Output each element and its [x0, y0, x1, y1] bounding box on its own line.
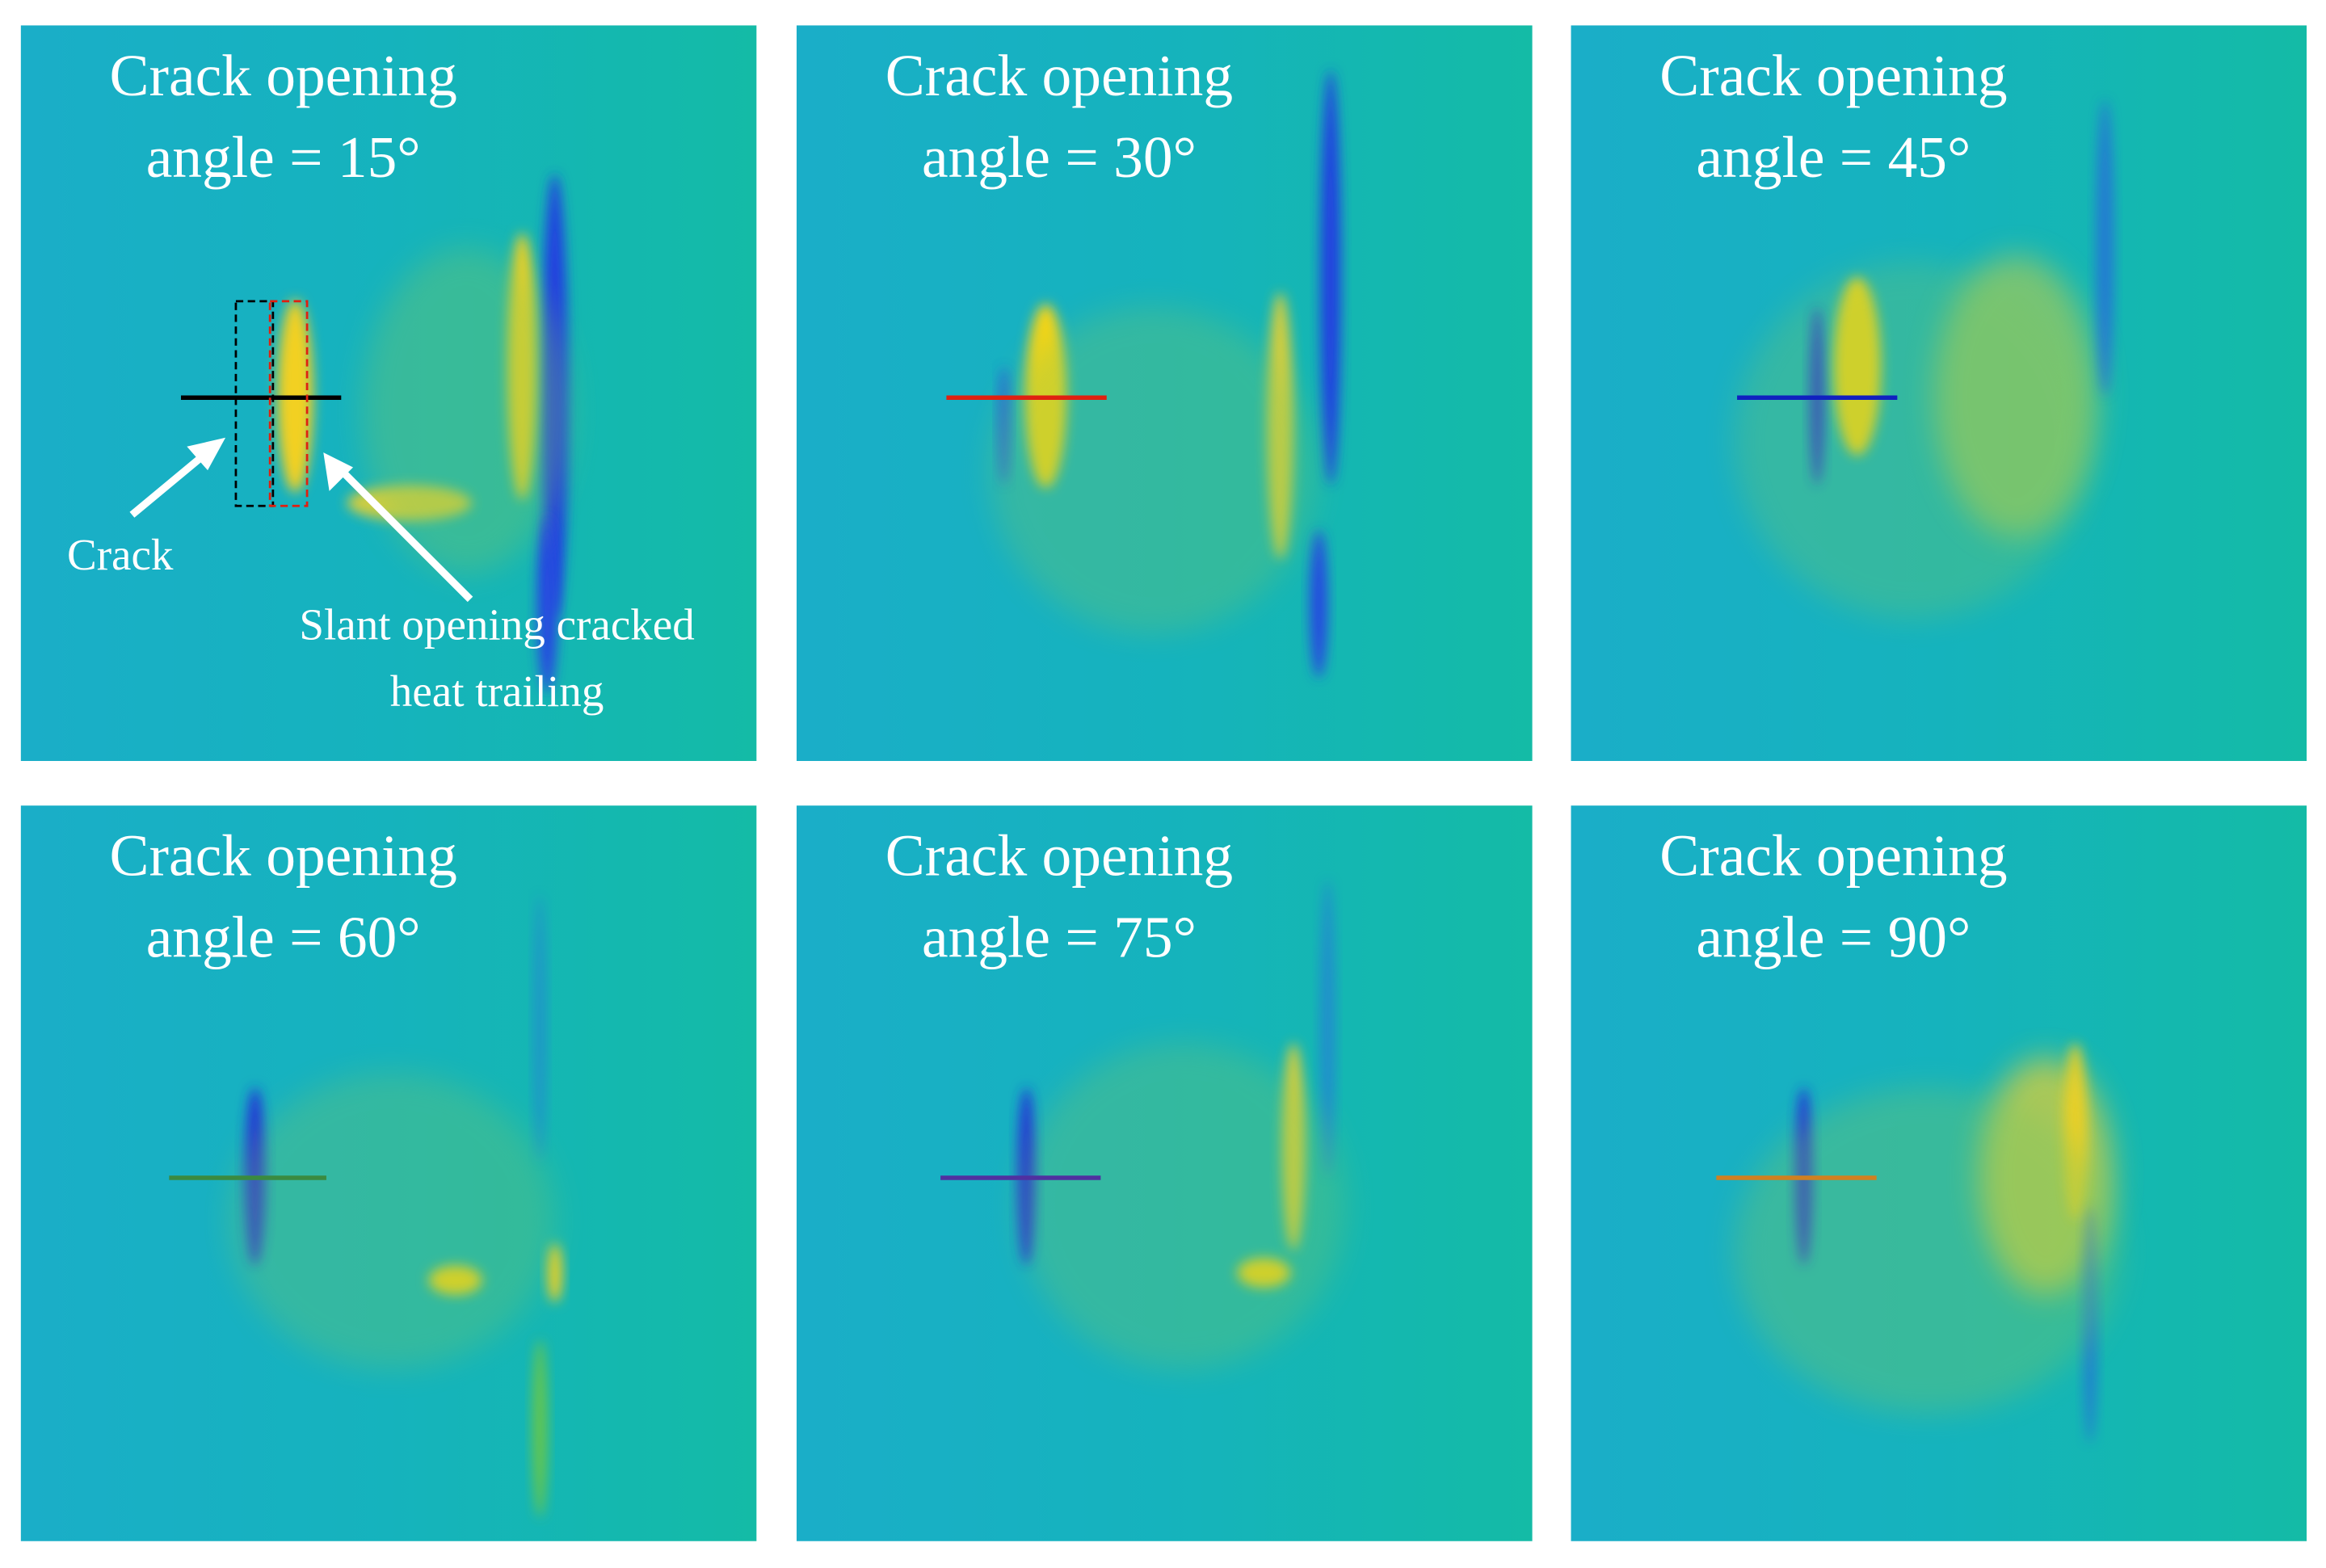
panel-title: Crack opening [1659, 823, 2007, 889]
trail-box [268, 300, 309, 507]
panel: Crack opening angle = 15° Crack Slant openi… [20, 25, 757, 762]
thermal-feature [547, 1242, 562, 1303]
thermal-feature [2096, 99, 2114, 397]
panel-title: Crack opening [885, 823, 1233, 889]
thermal-feature [989, 307, 1316, 634]
arrow [335, 465, 473, 603]
arrow-head [323, 452, 353, 491]
thermal-feature [1734, 263, 2091, 619]
arrow [129, 446, 213, 518]
thermal-feature [1310, 529, 1328, 679]
thermal-feature [1320, 879, 1335, 1177]
annotation: Slant opening cracked [299, 599, 694, 649]
crack-box [234, 300, 275, 507]
panel-title: angle = 15° [146, 124, 421, 190]
panel-title: Crack opening [110, 43, 457, 108]
thermal-feature [536, 515, 558, 693]
panel: Crack opening angle = 60° [20, 805, 757, 1541]
panel-title: Crack opening [110, 823, 457, 889]
panel-title: angle = 30° [922, 124, 1197, 190]
thermal-feature [1320, 69, 1341, 486]
panel: Crack opening angle = 75° [796, 805, 1533, 1541]
panel: Crack opening angle = 30° [796, 25, 1533, 762]
thermal-feature [362, 247, 570, 574]
thermal-feature [533, 894, 546, 1162]
panel-title: angle = 60° [146, 905, 421, 970]
panel-title: Crack opening [885, 43, 1233, 108]
arrow-head [187, 437, 226, 471]
panel-title: Crack opening [1659, 43, 2007, 108]
annotation: heat trailing [390, 666, 604, 716]
panel: Crack opening angle = 45° [1571, 25, 2307, 762]
thermal-feature [1734, 1087, 2120, 1414]
thermal-feature [228, 1072, 555, 1369]
panel: Crack opening angle = 90° [1571, 805, 2307, 1541]
annotation: Crack [67, 530, 174, 579]
panel-title: angle = 75° [922, 905, 1197, 970]
panel-title: angle = 45° [1696, 124, 1971, 190]
thermal-feature [1019, 1042, 1346, 1369]
thermal-feature [532, 1339, 548, 1518]
panel-title: angle = 90° [1696, 905, 1971, 970]
